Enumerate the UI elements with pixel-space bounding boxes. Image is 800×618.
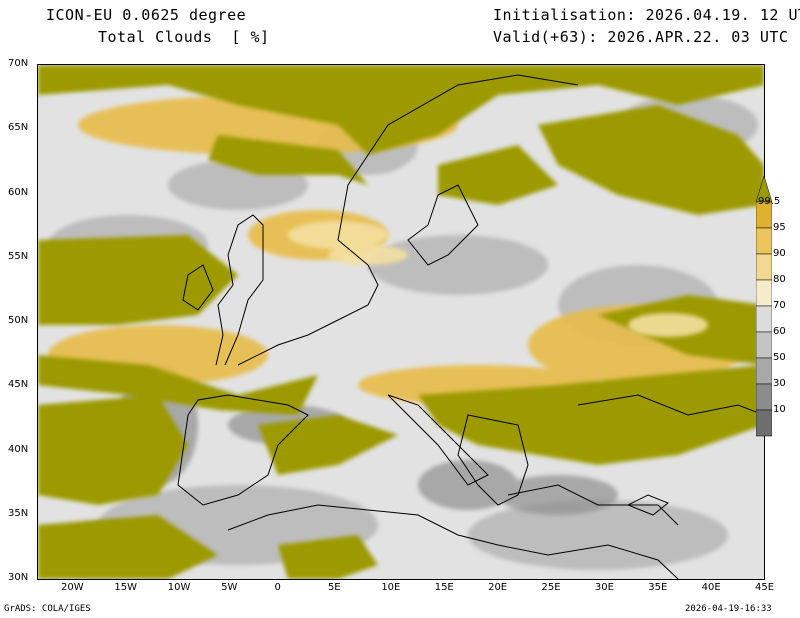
colorbar — [756, 176, 772, 437]
colorbar-swatch — [756, 227, 772, 255]
colorbar-swatch — [756, 305, 772, 333]
colorbar-swatch — [756, 357, 772, 385]
colorbar-label: 70 — [773, 300, 786, 311]
colorbar-swatch — [756, 383, 772, 411]
lat-label: 50N — [8, 315, 29, 326]
lon-label: 15W — [114, 582, 138, 593]
init-time: Initialisation: 2026.04.19. 12 UTC — [493, 6, 800, 24]
lon-label: 45E — [755, 582, 775, 593]
lon-label: 40E — [701, 582, 721, 593]
colorbar-label: 95 — [773, 222, 786, 233]
lon-label: 0 — [274, 582, 281, 593]
lon-label: 20E — [488, 582, 508, 593]
model-title: ICON-EU 0.0625 degree — [46, 6, 247, 24]
colorbar-label: 99.5 — [758, 196, 781, 207]
lon-label: 25E — [541, 582, 561, 593]
colorbar-label: 90 — [773, 248, 786, 259]
lat-label: 65N — [8, 122, 29, 134]
lat-label: 35N — [8, 507, 29, 519]
lon-label: 35E — [648, 582, 668, 593]
colorbar-label: 60 — [773, 326, 786, 337]
cloud-map — [37, 64, 765, 580]
footer-credit: GrADS: COLA/IGES — [4, 604, 91, 614]
colorbar-label: 10 — [773, 404, 786, 415]
colorbar-label: 80 — [773, 274, 786, 285]
lon-label: 20W — [61, 582, 84, 593]
footer-timestamp: 2026-04-19-16:33 — [685, 604, 772, 614]
lon-label: 5W — [221, 582, 238, 593]
colorbar-swatch — [756, 409, 772, 437]
lat-label: 45N — [8, 379, 29, 391]
colorbar-label: 50 — [773, 352, 786, 363]
lat-label: 70N — [8, 58, 29, 69]
lat-label: 60N — [8, 186, 29, 198]
colorbar-swatch — [756, 279, 772, 307]
lat-label: 30N — [8, 572, 29, 583]
lon-label: 5E — [327, 582, 341, 593]
valid-time: Valid(+63): 2026.APR.22. 03 UTC — [493, 28, 789, 46]
lat-label: 40N — [8, 443, 29, 455]
lon-label: 30E — [594, 582, 614, 593]
lat-label: 55N — [8, 250, 29, 262]
lon-label: 10E — [381, 582, 401, 593]
colorbar-swatch — [756, 253, 772, 281]
variable-title: Total Clouds [ %] — [98, 28, 270, 46]
lon-label: 10W — [167, 582, 191, 593]
cloud-field — [38, 65, 764, 579]
colorbar-label: 30 — [773, 378, 786, 389]
colorbar-swatch — [756, 331, 772, 359]
lon-label: 15E — [434, 582, 454, 593]
